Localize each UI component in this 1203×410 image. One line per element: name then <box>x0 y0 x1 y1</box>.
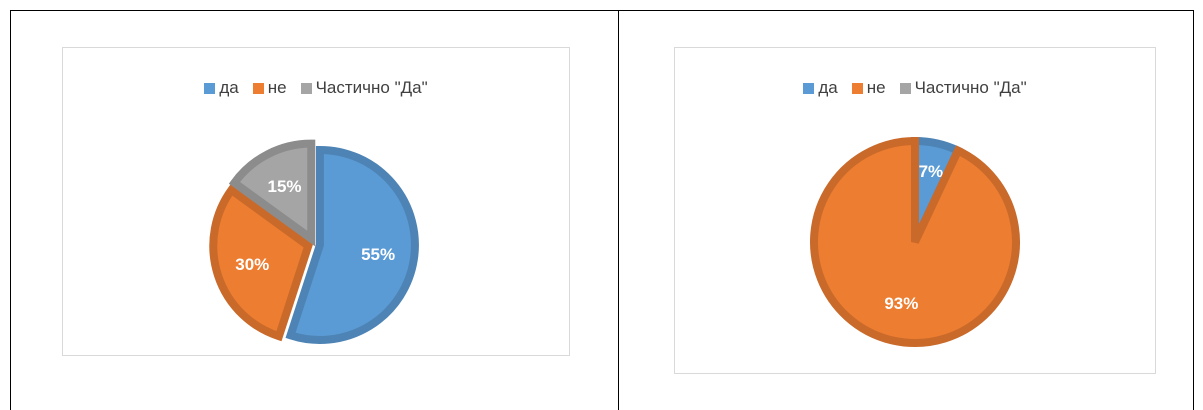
pie-slice-ne <box>810 136 1020 347</box>
legend-item-partial: Частично "Да" <box>300 78 428 98</box>
legend-label-ne: не <box>866 78 886 97</box>
data-label-da: 7% <box>919 162 944 181</box>
legend-swatch-partial <box>300 82 312 94</box>
legend: да не Частично "Да" <box>675 78 1155 98</box>
legend-label-ne: не <box>267 78 287 97</box>
table-frame <box>10 10 1194 410</box>
legend-label-partial: Частично "Да" <box>914 78 1027 97</box>
pie-slice-ne <box>209 184 313 342</box>
data-label-partial: 15% <box>268 177 302 196</box>
legend-item-ne: не <box>851 78 886 98</box>
data-label-ne: 30% <box>235 255 269 274</box>
legend-swatch-ne <box>252 82 264 94</box>
chart-right: да не Частично "Да" 7% 93% <box>674 47 1156 374</box>
legend-item-da: да <box>803 78 838 98</box>
chart-left: да не Частично "Да" 55% 30% 15% <box>62 47 570 356</box>
data-label-ne: 93% <box>884 294 918 313</box>
pie-chart-left: 55% 30% 15% <box>209 139 419 344</box>
legend-swatch-partial <box>899 82 911 94</box>
legend-label-partial: Частично "Да" <box>315 78 428 97</box>
legend-swatch-ne <box>851 82 863 94</box>
legend-item-da: да <box>204 78 239 98</box>
data-label-da: 55% <box>361 245 395 264</box>
legend-swatch-da <box>803 82 815 94</box>
cell-divider <box>618 10 619 410</box>
legend-label-da: да <box>818 78 838 97</box>
legend-swatch-da <box>204 82 216 94</box>
legend-item-partial: Частично "Да" <box>899 78 1027 98</box>
legend: да не Частично "Да" <box>63 78 569 98</box>
legend-label-da: да <box>219 78 239 97</box>
pie-slice-da <box>285 145 419 344</box>
legend-item-ne: не <box>252 78 287 98</box>
pie-slice-partial <box>228 139 316 247</box>
pie-chart-right: 7% 93% <box>810 136 1020 347</box>
